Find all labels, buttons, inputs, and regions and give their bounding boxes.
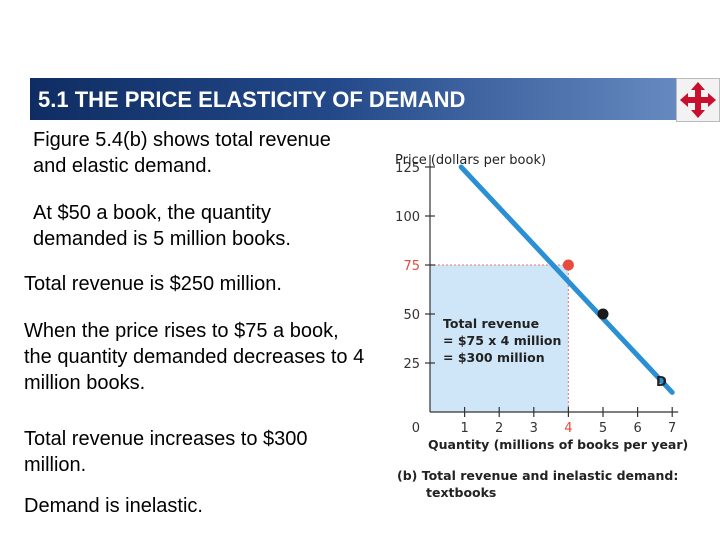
text-at-50-a-book: At $50 a book, the quantity demanded is …: [33, 202, 291, 250]
slide-title: 5.1 THE PRICE ELASTICITY OF DEMAND: [38, 87, 466, 112]
revenue-label-line-1: Total revenue: [443, 316, 539, 331]
x-axis-title: Quantity (millions of books per year): [428, 437, 688, 452]
total-revenue-area: [430, 265, 569, 412]
text-demand-inelastic: Demand is inelastic.: [24, 495, 203, 517]
x-tick-label: 2: [495, 421, 503, 436]
y-tick-label: 50: [403, 308, 420, 323]
point-price-50: [597, 308, 609, 320]
y-axis-title: Price (dollars per book): [395, 153, 546, 168]
text-price-rises: When the price rises to $75 a book, the …: [24, 320, 365, 394]
y-tick-label: 100: [395, 210, 420, 225]
text-revenue-250: Total revenue is $250 million.: [24, 273, 282, 295]
y-tick-label: 25: [403, 357, 420, 372]
text-revenue-increases: Total revenue increases to $300 million.: [24, 428, 308, 476]
demand-curve: [458, 164, 675, 395]
chart-caption-line-1: (b) Total revenue and inelastic demand:: [397, 468, 678, 483]
navigation-button[interactable]: [676, 78, 720, 122]
x-tick-label: 1: [460, 421, 468, 436]
chart-caption-line-2: textbooks: [426, 485, 496, 500]
text-figure-description: Figure 5.4(b) shows total revenue and el…: [33, 129, 331, 177]
title-bar: 5.1 THE PRICE ELASTICITY OF DEMAND: [30, 78, 706, 120]
demand-curve-label: D: [656, 375, 667, 390]
x-tick-label: 3: [530, 421, 538, 436]
x-tick-label: 5: [599, 421, 607, 436]
point-price-75: [562, 259, 574, 271]
y-tick-label: 125: [395, 161, 420, 176]
y-tick-label: 0: [412, 421, 420, 436]
x-tick-label: 7: [668, 421, 676, 436]
x-tick-label: 6: [633, 421, 641, 436]
revenue-label-line-3: = $300 million: [443, 350, 545, 365]
x-tick-label: 4: [564, 421, 572, 436]
demand-chart: 0 25 50 75 100 125 1 2 3 4 5 6 7 Price (dollars per…: [395, 153, 688, 500]
four-way-arrows-icon: [680, 82, 716, 118]
revenue-label-line-2: = $75 x 4 million: [443, 333, 561, 348]
y-tick-label: 75: [403, 259, 420, 274]
